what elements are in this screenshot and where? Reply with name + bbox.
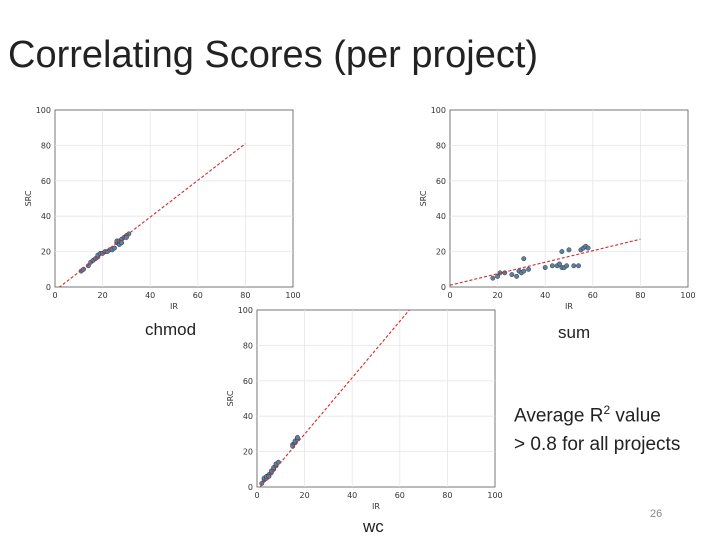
data-point xyxy=(576,263,581,269)
data-point xyxy=(521,256,527,262)
x-tick-label: 100 xyxy=(285,291,300,300)
x-tick-label: 40 xyxy=(145,291,155,300)
y-tick-label: 0 xyxy=(441,283,446,292)
x-tick-label: 0 xyxy=(447,291,452,300)
x-tick-label: 40 xyxy=(347,491,357,500)
y-tick-label: 100 xyxy=(431,106,446,115)
y-tick-label: 20 xyxy=(436,248,446,257)
fit-line xyxy=(58,143,246,287)
data-point xyxy=(119,240,125,246)
data-point xyxy=(559,249,565,255)
data-point xyxy=(585,245,591,251)
data-point xyxy=(514,273,520,279)
data-point xyxy=(526,266,531,272)
y-axis-label: SRC xyxy=(226,390,235,406)
chart-sum: 0 20 40 60 80 100 0 20 40 60 80 100 IR SRC xyxy=(419,106,696,311)
x-tick-label: 60 xyxy=(193,291,203,300)
caption-chmod: chmod xyxy=(145,320,197,339)
x-tick-label: 80 xyxy=(240,291,250,300)
x-tick-label: 80 xyxy=(442,491,452,500)
data-point xyxy=(495,273,501,279)
x-tick-label: 80 xyxy=(635,291,645,300)
plot-area xyxy=(256,309,496,488)
caption-sum: sum xyxy=(558,323,591,342)
y-tick-label: 100 xyxy=(36,106,51,115)
chart-chmod: 0 20 40 60 80 100 0 20 40 60 80 100 IR SRC xyxy=(24,106,301,311)
data-point xyxy=(85,263,91,269)
y-axis-label: SRC xyxy=(24,190,33,206)
data-point xyxy=(564,263,570,269)
y-tick-label: 20 xyxy=(41,248,51,257)
data-point xyxy=(549,263,555,269)
y-tick-label: 40 xyxy=(436,212,446,221)
note-line1-tail: value xyxy=(610,405,661,427)
data-point xyxy=(509,272,515,278)
note-superscript: 2 xyxy=(603,403,611,417)
note-line1: Average R xyxy=(514,405,604,427)
y-tick-label: 100 xyxy=(238,306,253,315)
fit-line xyxy=(259,310,410,487)
data-point xyxy=(557,261,562,267)
data-point xyxy=(566,247,572,253)
x-tick-label: 100 xyxy=(487,491,502,500)
y-tick-label: 20 xyxy=(243,448,253,457)
fit-line xyxy=(450,238,641,286)
y-tick-label: 80 xyxy=(436,141,446,150)
y-tick-label: 80 xyxy=(243,341,253,350)
caption-wc: wc xyxy=(363,517,384,536)
data-point xyxy=(490,275,496,281)
data-point xyxy=(542,265,548,270)
summary-note: Average R2 value > 0.8 for all projects xyxy=(514,396,680,459)
y-tick-label: 0 xyxy=(46,283,51,292)
data-point xyxy=(112,245,117,251)
x-tick-label: 20 xyxy=(300,491,310,500)
y-axis-label: SRC xyxy=(419,190,428,206)
chart-wc: 0 20 40 60 80 100 0 20 40 60 80 100 IR SRC xyxy=(226,306,503,511)
slide-title: Correlating Scores (per project) xyxy=(8,34,539,76)
note-line2: > 0.8 for all projects xyxy=(514,434,681,456)
x-tick-label: 20 xyxy=(98,291,108,300)
x-tick-label: 60 xyxy=(395,491,405,500)
y-tick-label: 80 xyxy=(41,141,51,150)
y-tick-label: 60 xyxy=(41,177,51,186)
x-tick-label: 40 xyxy=(540,291,550,300)
y-tick-label: 60 xyxy=(436,177,446,186)
x-axis-label: IR xyxy=(372,502,380,511)
y-tick-label: 40 xyxy=(243,412,253,421)
page-number: 26 xyxy=(650,508,663,520)
plot-area xyxy=(449,109,689,288)
x-tick-label: 100 xyxy=(680,291,695,300)
data-point xyxy=(295,434,300,440)
x-axis-label: IR xyxy=(565,302,573,311)
x-axis-label: IR xyxy=(170,302,178,311)
x-tick-label: 0 xyxy=(254,491,259,500)
x-tick-label: 20 xyxy=(493,291,503,300)
y-tick-label: 0 xyxy=(248,483,253,492)
data-point xyxy=(123,234,129,240)
data-point xyxy=(521,268,527,274)
y-tick-label: 60 xyxy=(243,377,253,386)
x-tick-label: 0 xyxy=(52,291,57,300)
x-tick-label: 60 xyxy=(588,291,598,300)
data-point xyxy=(571,263,577,269)
y-tick-label: 40 xyxy=(41,212,51,221)
